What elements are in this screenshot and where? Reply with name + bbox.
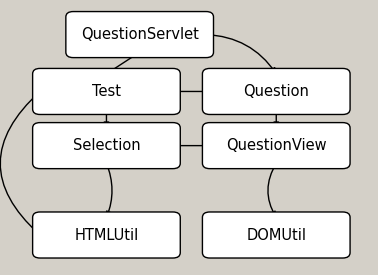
FancyBboxPatch shape xyxy=(33,123,180,169)
FancyBboxPatch shape xyxy=(203,212,350,258)
Text: QuestionServlet: QuestionServlet xyxy=(81,27,198,42)
Text: Question: Question xyxy=(243,84,309,99)
Text: Selection: Selection xyxy=(73,138,140,153)
FancyBboxPatch shape xyxy=(66,12,214,57)
FancyBboxPatch shape xyxy=(203,68,350,114)
FancyBboxPatch shape xyxy=(203,123,350,169)
Text: Test: Test xyxy=(92,84,121,99)
FancyBboxPatch shape xyxy=(33,68,180,114)
Text: DOMUtil: DOMUtil xyxy=(246,227,306,243)
Text: HTMLUtil: HTMLUtil xyxy=(74,227,139,243)
FancyBboxPatch shape xyxy=(33,212,180,258)
Text: QuestionView: QuestionView xyxy=(226,138,327,153)
